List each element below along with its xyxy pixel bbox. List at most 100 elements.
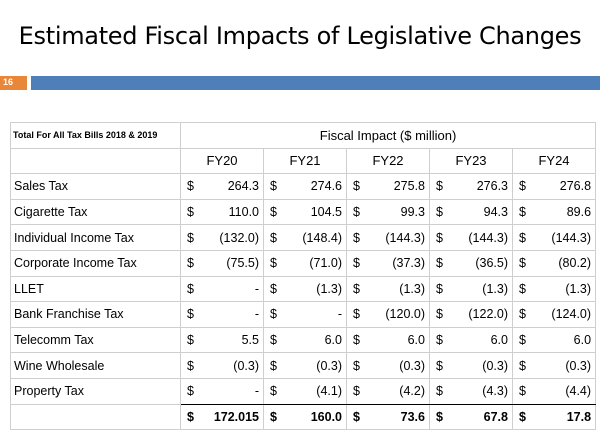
value-cell: 264.3 [200,173,264,200]
accent-bar-right [31,76,600,90]
value-cell: - [283,301,347,328]
value-cell: 104.5 [283,198,347,226]
value-cell: (0.3) [200,352,264,379]
currency-symbol: $ [346,198,367,226]
currency-symbol: $ [512,224,533,251]
row-label: Telecomm Tax [10,326,181,354]
currency-symbol: $ [180,173,201,200]
total-label [10,403,181,430]
row-label: Cigarette Tax [10,198,181,226]
currency-symbol: $ [429,326,450,354]
accent-bar-left [0,76,27,90]
currency-symbol: $ [180,198,201,226]
currency-symbol: $ [263,249,284,277]
value-cell: 6.0 [532,326,597,354]
currency-symbol: $ [429,173,450,200]
currency-symbol: $ [512,198,533,226]
currency-symbol: $ [429,249,450,277]
value-cell: (1.3) [532,275,597,303]
value-cell: (1.3) [449,275,513,303]
table-row: Wine Wholesale $ (0.3) $ (0.3) $ (0.3) $ (0.3) $(… [10,352,597,379]
value-cell: 5.5 [200,326,264,354]
value-cell: (120.0) [366,301,430,328]
value-cell: 6.0 [283,326,347,354]
currency-symbol: $ [346,403,367,430]
currency-symbol: $ [180,377,201,405]
year-header: FY22 [346,147,430,175]
value-cell: (0.3) [449,352,513,379]
value-cell: (0.3) [532,352,597,379]
value-cell: 276.8 [532,173,597,200]
value-cell: (148.4) [283,224,347,251]
currency-symbol: $ [263,173,284,200]
row-label: Individual Income Tax [10,224,181,251]
currency-symbol: $ [346,352,367,379]
value-cell: (4.4) [532,377,597,405]
value-cell: 94.3 [449,198,513,226]
currency-symbol: $ [263,198,284,226]
value-cell: (144.3) [532,224,597,251]
value-cell: (144.3) [366,224,430,251]
value-cell: (0.3) [366,352,430,379]
currency-symbol: $ [346,301,367,328]
year-header: FY24 [511,147,597,175]
currency-symbol: $ [180,403,201,430]
currency-symbol: $ [346,326,367,354]
row-label: Property Tax [10,377,181,405]
currency-symbol: $ [180,249,201,277]
year-header-row: FY20 FY21 FY22 FY23 FY24 [10,147,597,175]
currency-symbol: $ [180,224,201,251]
value-cell: (0.3) [283,352,347,379]
value-cell: 6.0 [366,326,430,354]
value-cell: (4.1) [283,377,347,405]
value-cell: 17.8 [532,403,597,430]
value-cell: 67.8 [449,403,513,430]
year-header: FY21 [263,147,347,175]
fiscal-impact-table: Total For All Tax Bills 2018 & 2019 Fisc… [10,122,597,430]
currency-symbol: $ [512,249,533,277]
value-cell: (144.3) [449,224,513,251]
currency-symbol: $ [429,377,450,405]
currency-symbol: $ [429,224,450,251]
currency-symbol: $ [263,377,284,405]
row-label: Bank Franchise Tax [10,301,181,328]
value-cell: (75.5) [200,249,264,277]
row-label: LLET [10,275,181,303]
value-cell: (71.0) [283,249,347,277]
currency-symbol: $ [429,352,450,379]
currency-symbol: $ [263,275,284,303]
currency-symbol: $ [263,352,284,379]
value-cell: (132.0) [200,224,264,251]
currency-symbol: $ [429,275,450,303]
table-row: Corporate Income Tax $ (75.5) $ (71.0) $ (37.3… [10,249,597,277]
currency-symbol: $ [429,198,450,226]
currency-symbol: $ [429,403,450,430]
value-cell: (122.0) [449,301,513,328]
currency-symbol: $ [512,173,533,200]
value-cell: 89.6 [532,198,597,226]
value-cell: (1.3) [283,275,347,303]
value-cell: 276.3 [449,173,513,200]
currency-symbol: $ [346,224,367,251]
currency-symbol: $ [346,377,367,405]
page-number: 16 [3,77,14,87]
currency-symbol: $ [263,224,284,251]
group-header-row: Total For All Tax Bills 2018 & 2019 Fisc… [10,122,597,149]
value-cell: (36.5) [449,249,513,277]
year-header: FY23 [429,147,513,175]
table-row: Sales Tax $264.3 $274.6 $275.8 $276.3 $276.8 [10,173,597,200]
value-cell: - [200,377,264,405]
currency-symbol: $ [263,326,284,354]
table-row: Cigarette Tax $110.0 $104.5 $99.3 $94.3 $89.6 [10,198,597,226]
table-row: LLET $ - $ (1.3) $ (1.3) $ (1.3) $ (1.3) [10,275,597,303]
value-cell: (124.0) [532,301,597,328]
currency-symbol: $ [346,249,367,277]
value-cell: (4.2) [366,377,430,405]
currency-symbol: $ [263,403,284,430]
table-row: Property Tax $ - $ (4.1) $ (4.2) $ (4.3) $ (4.4) [10,377,597,405]
row-label: Sales Tax [10,173,181,200]
value-cell: 274.6 [283,173,347,200]
currency-symbol: $ [346,173,367,200]
year-header: FY20 [180,147,264,175]
table-row: Telecomm Tax $5.5 $6.0 $6.0 $6.0 $6.0 [10,326,597,354]
